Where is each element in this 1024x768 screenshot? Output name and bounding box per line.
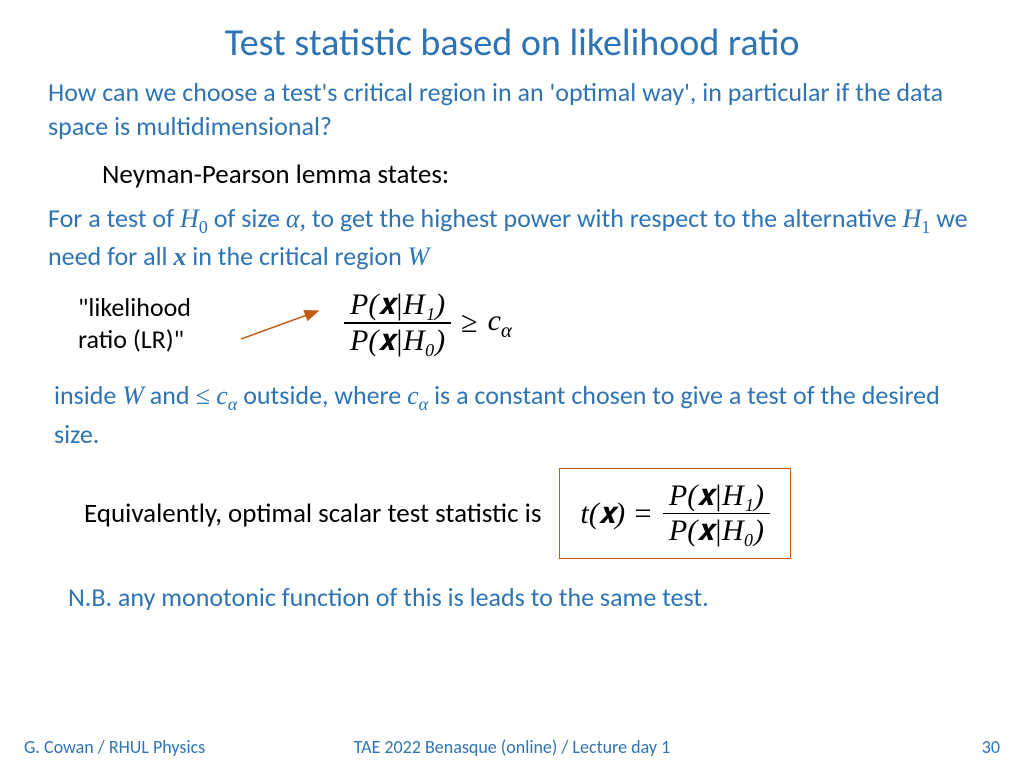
footer-left: G. Cowan / RHUL Physics xyxy=(24,736,205,758)
note-text: N.B. any monotonic function of this is l… xyxy=(68,581,976,613)
footer-center: TAE 2022 Benasque (online) / Lecture day… xyxy=(354,736,670,758)
lr-inequality: P(𝐱|H₁) P(𝐱|H₀) ≥ cα xyxy=(344,288,512,358)
equivalent-text: Equivalently, optimal scalar test statis… xyxy=(84,497,541,530)
slide-title: Test statistic based on likelihood ratio xyxy=(48,20,976,66)
lr-label: "likelihoodratio (LR)" xyxy=(78,291,218,356)
boxed-formula: t(𝐱) = P(𝐱|H₁) P(𝐱|H₀) xyxy=(559,468,791,560)
np-lemma-statement: For a test of H0 of size α, to get the h… xyxy=(48,201,976,275)
equivalent-row: Equivalently, optimal scalar test statis… xyxy=(84,468,976,560)
inside-outside-text: inside W and ≤ cα outside, where cα is a… xyxy=(54,378,976,452)
intro-question: How can we choose a test's critical regi… xyxy=(48,76,976,144)
lr-formula-row: "likelihoodratio (LR)" P(𝐱|H₁) P(𝐱|H₀) ≥… xyxy=(78,288,976,358)
footer-page-number: 30 xyxy=(982,736,1000,758)
np-lemma-intro: Neyman-Pearson lemma states: xyxy=(102,158,976,191)
slide-footer: G. Cowan / RHUL Physics TAE 2022 Benasqu… xyxy=(0,736,1024,758)
arrow-icon xyxy=(236,297,326,350)
